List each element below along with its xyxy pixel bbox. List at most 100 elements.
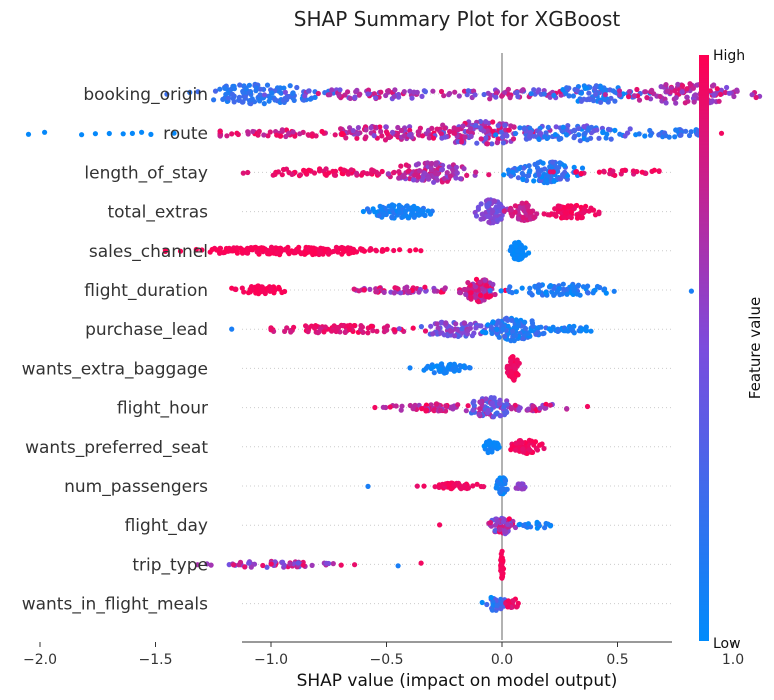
shap-point xyxy=(451,130,457,136)
shap-point xyxy=(602,96,608,103)
shap-point xyxy=(584,403,591,410)
shap-point xyxy=(483,119,489,125)
shap-point xyxy=(415,174,421,180)
shap-point xyxy=(257,92,263,98)
shap-point xyxy=(545,124,551,130)
shap-point xyxy=(419,177,425,183)
shap-point xyxy=(287,561,293,567)
shap-point xyxy=(492,198,498,204)
shap-point xyxy=(306,88,312,94)
shap-point xyxy=(508,447,514,453)
shap-point xyxy=(459,326,465,332)
shap-point xyxy=(534,447,541,453)
shap-point xyxy=(546,326,552,332)
shap-point xyxy=(598,84,604,91)
shap-point xyxy=(391,93,397,100)
shap-point xyxy=(510,169,516,175)
shap-point xyxy=(255,283,261,289)
shap-point xyxy=(394,133,400,139)
shap-point xyxy=(505,598,511,604)
shap-point xyxy=(195,89,201,95)
shap-point xyxy=(489,209,496,215)
shap-point xyxy=(410,325,416,331)
shap-point xyxy=(208,562,214,568)
shap-point xyxy=(490,319,496,325)
shap-point xyxy=(487,288,493,294)
shap-point xyxy=(129,130,135,136)
shap-point xyxy=(663,100,669,106)
shap-point xyxy=(585,290,591,296)
shap-point xyxy=(617,92,623,98)
shap-point xyxy=(604,131,610,137)
shap-point xyxy=(531,214,537,220)
shap-point xyxy=(470,407,476,413)
shap-point xyxy=(631,93,637,99)
shap-point xyxy=(223,248,229,254)
shap-point xyxy=(550,169,556,175)
shap-point xyxy=(243,86,249,92)
shap-point xyxy=(278,90,284,96)
shap-point xyxy=(231,86,237,92)
shap-point xyxy=(456,93,462,99)
shap-point xyxy=(584,137,590,143)
shap-point xyxy=(672,88,678,94)
shap-point xyxy=(407,365,413,371)
shap-point xyxy=(612,98,618,104)
shap-point xyxy=(428,365,434,372)
shap-point xyxy=(438,88,445,95)
shap-point xyxy=(416,212,422,218)
shap-point xyxy=(240,99,246,105)
shap-point xyxy=(519,285,525,291)
shap-point xyxy=(418,560,424,566)
shap-point xyxy=(396,175,402,181)
shap-point xyxy=(540,160,546,166)
shap-point xyxy=(488,594,494,601)
shap-point xyxy=(281,85,287,91)
shap-point xyxy=(257,86,263,92)
shap-point xyxy=(576,213,582,219)
shap-point xyxy=(383,92,389,99)
shap-point xyxy=(542,525,548,531)
shap-point xyxy=(672,134,678,140)
shap-point xyxy=(534,519,540,526)
shap-point xyxy=(204,561,210,567)
shap-point xyxy=(564,291,570,297)
shap-point xyxy=(639,169,645,175)
shap-point xyxy=(731,93,737,100)
shap-point xyxy=(495,123,501,129)
shap-point xyxy=(431,288,437,294)
shap-point xyxy=(684,94,690,100)
shap-point xyxy=(626,94,632,100)
shap-point xyxy=(402,285,408,291)
shap-point xyxy=(361,287,367,293)
shap-point xyxy=(268,561,274,567)
shap-point xyxy=(580,284,587,290)
shap-point xyxy=(265,133,271,139)
shap-point xyxy=(268,247,274,253)
shap-point xyxy=(282,95,288,102)
shap-point xyxy=(572,286,578,292)
shap-point xyxy=(391,169,397,175)
shap-point xyxy=(439,167,445,173)
shap-point xyxy=(338,562,344,568)
shap-point xyxy=(411,203,417,209)
shap-point xyxy=(323,560,330,566)
shap-point xyxy=(690,85,697,91)
shap-point xyxy=(593,91,599,97)
shap-point xyxy=(538,130,544,136)
shap-point xyxy=(396,169,402,175)
shap-point xyxy=(347,250,353,256)
shap-point xyxy=(260,562,266,569)
shap-point xyxy=(465,403,471,409)
shap-point xyxy=(279,172,285,178)
shap-point xyxy=(441,332,447,338)
shap-point xyxy=(279,127,285,133)
shap-point xyxy=(239,285,245,291)
shap-point xyxy=(678,132,684,138)
shap-point xyxy=(465,328,471,334)
shap-point xyxy=(483,293,489,299)
shap-point xyxy=(209,246,215,253)
shap-point xyxy=(139,129,145,135)
shap-point xyxy=(339,130,345,136)
shap-point xyxy=(581,131,587,137)
